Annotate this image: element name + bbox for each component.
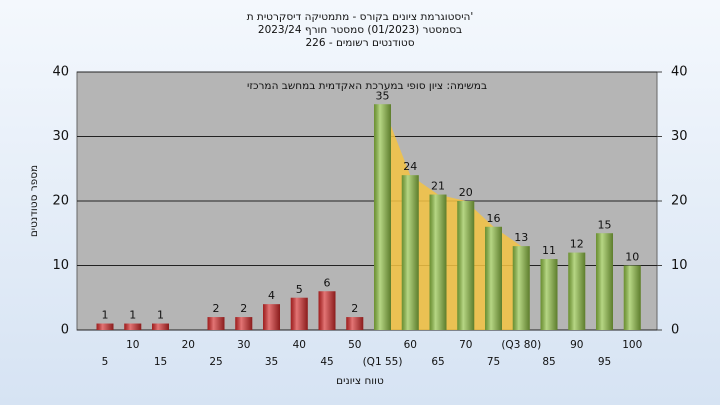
value-label: 2	[351, 302, 358, 315]
value-label: 2	[213, 302, 220, 315]
title-line: בסמסטר (01/2023) סמסטר חורף 2023/24	[258, 24, 462, 36]
bar-shading	[290, 297, 308, 330]
value-label: 10	[625, 251, 639, 264]
y-tick-label: 20	[52, 194, 69, 209]
x-tick-label: 75	[487, 356, 500, 368]
bar-shading	[263, 304, 280, 330]
x-tick-label: 25	[209, 356, 222, 368]
x-tick-label: 85	[542, 356, 555, 368]
value-label: 1	[129, 309, 136, 322]
x-tick-label: 35	[265, 356, 278, 368]
x-tick-label: 45	[320, 356, 333, 368]
x-tick-label: 5	[102, 356, 109, 368]
x-tick-label: 15	[154, 356, 167, 368]
value-label: 13	[514, 231, 528, 244]
subtitle: במשימה: ציון סופי במערכת האקדמית במחשב ה…	[247, 80, 487, 92]
x-tick-label: 100	[622, 339, 642, 351]
bar-shading	[152, 323, 169, 330]
x-tick-label: 10	[126, 339, 139, 351]
y2-tick-label: 30	[671, 129, 688, 144]
value-label: 15	[598, 218, 612, 231]
x-tick-label: 65	[431, 356, 444, 368]
x-axis-label: טווח ציונים	[336, 375, 384, 387]
y2-tick-label: 0	[671, 323, 679, 338]
value-label: 24	[403, 160, 417, 173]
bar-shading	[429, 194, 447, 330]
bar-shading	[596, 233, 613, 330]
title-line: סטודנטים רשומים - 226	[305, 37, 414, 49]
value-label: 11	[542, 244, 556, 257]
bar-shading	[96, 323, 114, 330]
x-tick-label: (Q1 55)	[363, 356, 403, 368]
y-axis-label: מספר סטודנטים	[28, 165, 40, 237]
bar-shading	[318, 291, 336, 330]
x-tick-label: (Q3 80)	[501, 339, 541, 351]
x-tick-label: 90	[570, 339, 583, 351]
bar-shading	[124, 323, 142, 330]
bar-shading	[512, 246, 530, 330]
x-tick-label: 95	[598, 356, 611, 368]
value-label: 21	[431, 180, 445, 193]
bar-shading	[235, 317, 253, 330]
x-tick-label: 70	[459, 339, 472, 351]
bar-shading	[401, 175, 419, 330]
title-line: היסטוגרמת ציונים בקורס - מתמטיקה דיסקרטי…	[247, 11, 474, 23]
value-label: 6	[324, 276, 331, 289]
x-tick-label: 30	[237, 339, 250, 351]
bar-shading	[568, 252, 586, 330]
y2-tick-label: 20	[671, 194, 688, 209]
y2-tick-label: 40	[671, 65, 688, 80]
value-label: 2	[240, 302, 247, 315]
y-tick-label: 40	[52, 65, 69, 80]
bar-shading	[623, 265, 641, 330]
bar-shading	[457, 201, 475, 330]
value-label: 20	[459, 186, 473, 199]
y-tick-label: 30	[52, 129, 69, 144]
bar-shading	[346, 317, 364, 330]
bar-shading	[540, 259, 558, 330]
bar-shading	[485, 226, 502, 330]
x-tick-label: 60	[404, 339, 417, 351]
value-label: 12	[570, 238, 584, 251]
x-tick-label: 40	[293, 339, 306, 351]
value-label: 4	[268, 289, 275, 302]
value-label: 1	[157, 309, 164, 322]
value-label: 5	[296, 283, 303, 296]
y2-tick-label: 10	[671, 258, 688, 273]
value-label: 1	[102, 309, 109, 322]
value-label: 35	[376, 89, 390, 102]
x-tick-label: 20	[182, 339, 195, 351]
y-tick-label: 10	[52, 258, 69, 273]
bar-shading	[374, 104, 391, 330]
y-tick-label: 0	[61, 323, 69, 338]
value-label: 16	[487, 212, 501, 225]
bar-shading	[207, 317, 225, 330]
x-tick-label: 50	[348, 339, 361, 351]
